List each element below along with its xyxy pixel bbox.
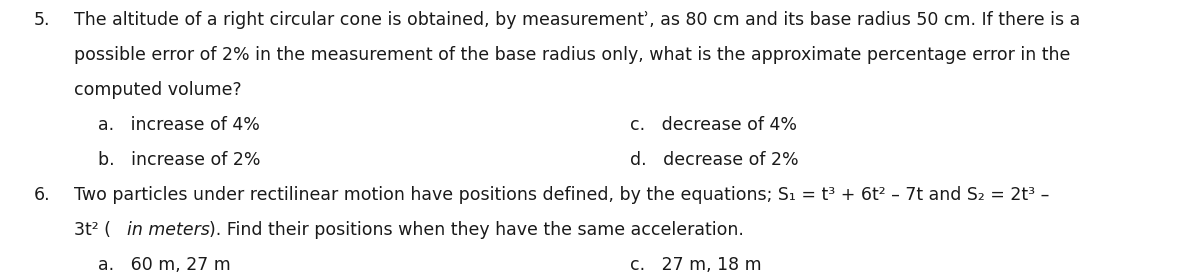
Text: 5.: 5. — [34, 11, 50, 29]
Text: The altitude of a right circular cone is obtained, by measurementʾ, as 80 cm and: The altitude of a right circular cone is… — [74, 11, 1081, 29]
Text: 3t² (: 3t² ( — [74, 221, 112, 239]
Text: c.   27 m, 18 m: c. 27 m, 18 m — [630, 256, 762, 274]
Text: d.   decrease of 2%: d. decrease of 2% — [630, 151, 799, 169]
Text: computed volume?: computed volume? — [74, 81, 242, 99]
Text: a.   60 m, 27 m: a. 60 m, 27 m — [98, 256, 232, 274]
Text: Two particles under rectilinear motion have positions defined, by the equations;: Two particles under rectilinear motion h… — [74, 186, 1050, 204]
Text: possible error of 2% in the measurement of the base radius only, what is the app: possible error of 2% in the measurement … — [74, 46, 1070, 64]
Text: ). Find their positions when they have the same acceleration.: ). Find their positions when they have t… — [209, 221, 744, 239]
Text: in meters: in meters — [127, 221, 210, 239]
Text: c.   decrease of 4%: c. decrease of 4% — [630, 116, 797, 134]
Text: b.   increase of 2%: b. increase of 2% — [98, 151, 260, 169]
Text: a.   increase of 4%: a. increase of 4% — [98, 116, 260, 134]
Text: 6.: 6. — [34, 186, 50, 204]
